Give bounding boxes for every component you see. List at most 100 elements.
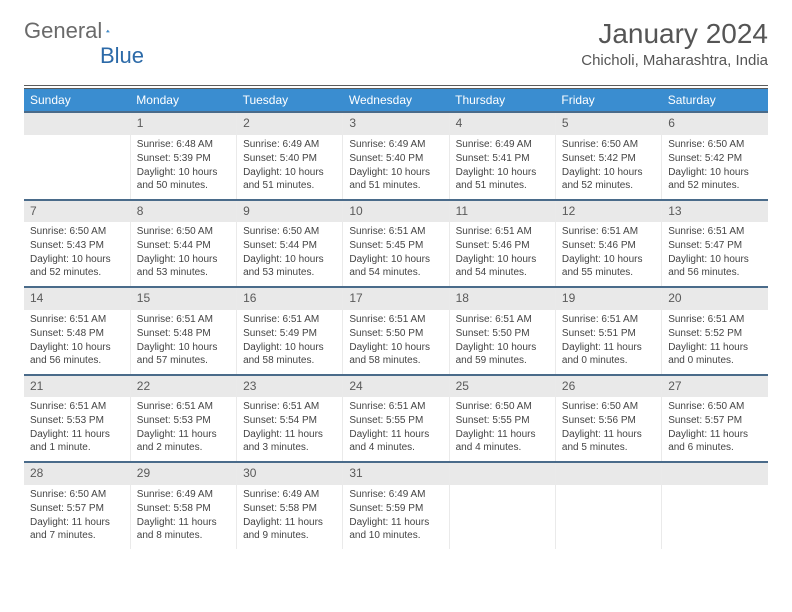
daylight-line: Daylight: 10 hours and 54 minutes. [349,253,442,279]
daylight-line: Daylight: 10 hours and 58 minutes. [243,341,336,367]
day-info-cell: Sunrise: 6:49 AMSunset: 5:59 PMDaylight:… [343,485,449,549]
day-info-cell: Sunrise: 6:51 AMSunset: 5:47 PMDaylight:… [662,222,768,287]
sunset-line: Sunset: 5:59 PM [349,502,442,515]
sunset-line: Sunset: 5:41 PM [456,152,549,165]
day-info-cell [555,485,661,549]
sunrise-line: Sunrise: 6:51 AM [243,313,336,326]
logo: General [24,18,130,44]
sunrise-line: Sunrise: 6:51 AM [30,400,124,413]
sunrise-line: Sunrise: 6:49 AM [137,488,230,501]
day-info-cell: Sunrise: 6:51 AMSunset: 5:48 PMDaylight:… [130,310,236,375]
day-info-cell: Sunrise: 6:51 AMSunset: 5:45 PMDaylight:… [343,222,449,287]
day-number-cell: 8 [130,200,236,223]
daylight-line: Daylight: 11 hours and 0 minutes. [562,341,655,367]
day-info-cell [662,485,768,549]
day-number-cell [24,112,130,135]
month-title: January 2024 [581,18,768,50]
daylight-line: Daylight: 11 hours and 2 minutes. [137,428,230,454]
sunrise-line: Sunrise: 6:48 AM [137,138,230,151]
day-number-cell: 24 [343,375,449,398]
sunset-line: Sunset: 5:45 PM [349,239,442,252]
day-info-cell: Sunrise: 6:51 AMSunset: 5:50 PMDaylight:… [449,310,555,375]
day-info-cell: Sunrise: 6:50 AMSunset: 5:57 PMDaylight:… [24,485,130,549]
sunrise-line: Sunrise: 6:50 AM [668,138,762,151]
day-number-cell: 4 [449,112,555,135]
sunrise-line: Sunrise: 6:51 AM [456,225,549,238]
sunrise-line: Sunrise: 6:49 AM [349,138,442,151]
daylight-line: Daylight: 10 hours and 51 minutes. [243,166,336,192]
sunrise-line: Sunrise: 6:51 AM [30,313,124,326]
day-info-cell: Sunrise: 6:50 AMSunset: 5:42 PMDaylight:… [662,135,768,200]
location: Chicholi, Maharashtra, India [581,52,768,69]
day-number-cell: 12 [555,200,661,223]
day-number-cell: 14 [24,287,130,310]
sunrise-line: Sunrise: 6:49 AM [349,488,442,501]
daylight-line: Daylight: 11 hours and 5 minutes. [562,428,655,454]
day-info-cell: Sunrise: 6:51 AMSunset: 5:46 PMDaylight:… [449,222,555,287]
daylight-line: Daylight: 11 hours and 4 minutes. [349,428,442,454]
sunset-line: Sunset: 5:53 PM [137,414,230,427]
daylight-line: Daylight: 11 hours and 0 minutes. [668,341,762,367]
daylight-line: Daylight: 10 hours and 55 minutes. [562,253,655,279]
sunrise-line: Sunrise: 6:50 AM [30,488,124,501]
sunset-line: Sunset: 5:49 PM [243,327,336,340]
sunrise-line: Sunrise: 6:50 AM [456,400,549,413]
sunset-line: Sunset: 5:40 PM [243,152,336,165]
weekday-header: Thursday [449,89,555,112]
info-row: Sunrise: 6:51 AMSunset: 5:53 PMDaylight:… [24,397,768,462]
sunset-line: Sunset: 5:40 PM [349,152,442,165]
day-number-cell: 16 [237,287,343,310]
sunrise-line: Sunrise: 6:51 AM [349,225,442,238]
sunset-line: Sunset: 5:42 PM [562,152,655,165]
sunset-line: Sunset: 5:58 PM [243,502,336,515]
sunset-line: Sunset: 5:58 PM [137,502,230,515]
sunset-line: Sunset: 5:42 PM [668,152,762,165]
weekday-header: Sunday [24,89,130,112]
day-info-cell: Sunrise: 6:49 AMSunset: 5:41 PMDaylight:… [449,135,555,200]
logo-text-blue: Blue [100,43,144,68]
day-number-cell: 22 [130,375,236,398]
daylight-line: Daylight: 10 hours and 53 minutes. [243,253,336,279]
day-number-cell: 1 [130,112,236,135]
sunset-line: Sunset: 5:50 PM [349,327,442,340]
day-info-cell: Sunrise: 6:48 AMSunset: 5:39 PMDaylight:… [130,135,236,200]
sunrise-line: Sunrise: 6:50 AM [668,400,762,413]
day-number-cell [555,462,661,485]
daylight-line: Daylight: 10 hours and 59 minutes. [456,341,549,367]
day-info-cell: Sunrise: 6:51 AMSunset: 5:55 PMDaylight:… [343,397,449,462]
logo-mark-icon [106,22,110,40]
day-info-cell: Sunrise: 6:51 AMSunset: 5:50 PMDaylight:… [343,310,449,375]
day-info-cell: Sunrise: 6:50 AMSunset: 5:44 PMDaylight:… [237,222,343,287]
day-number-cell: 7 [24,200,130,223]
day-info-cell: Sunrise: 6:51 AMSunset: 5:54 PMDaylight:… [237,397,343,462]
daylight-line: Daylight: 11 hours and 7 minutes. [30,516,124,542]
daynum-row: 28293031 [24,462,768,485]
day-info-cell: Sunrise: 6:50 AMSunset: 5:43 PMDaylight:… [24,222,130,287]
sunset-line: Sunset: 5:56 PM [562,414,655,427]
daylight-line: Daylight: 10 hours and 58 minutes. [349,341,442,367]
day-number-cell: 27 [662,375,768,398]
day-info-cell [449,485,555,549]
day-number-cell: 15 [130,287,236,310]
daylight-line: Daylight: 10 hours and 50 minutes. [137,166,230,192]
day-info-cell: Sunrise: 6:50 AMSunset: 5:42 PMDaylight:… [555,135,661,200]
sunrise-line: Sunrise: 6:50 AM [30,225,124,238]
sunrise-line: Sunrise: 6:50 AM [137,225,230,238]
sunrise-line: Sunrise: 6:49 AM [456,138,549,151]
daylight-line: Daylight: 11 hours and 8 minutes. [137,516,230,542]
day-number-cell: 26 [555,375,661,398]
day-number-cell: 3 [343,112,449,135]
sunrise-line: Sunrise: 6:51 AM [456,313,549,326]
info-row: Sunrise: 6:48 AMSunset: 5:39 PMDaylight:… [24,135,768,200]
daynum-row: 123456 [24,112,768,135]
day-number-cell: 6 [662,112,768,135]
day-number-cell: 28 [24,462,130,485]
day-info-cell: Sunrise: 6:51 AMSunset: 5:53 PMDaylight:… [24,397,130,462]
sunset-line: Sunset: 5:57 PM [30,502,124,515]
daynum-row: 21222324252627 [24,375,768,398]
sunset-line: Sunset: 5:47 PM [668,239,762,252]
daylight-line: Daylight: 10 hours and 56 minutes. [30,341,124,367]
sunset-line: Sunset: 5:53 PM [30,414,124,427]
daylight-line: Daylight: 10 hours and 52 minutes. [30,253,124,279]
sunset-line: Sunset: 5:55 PM [349,414,442,427]
